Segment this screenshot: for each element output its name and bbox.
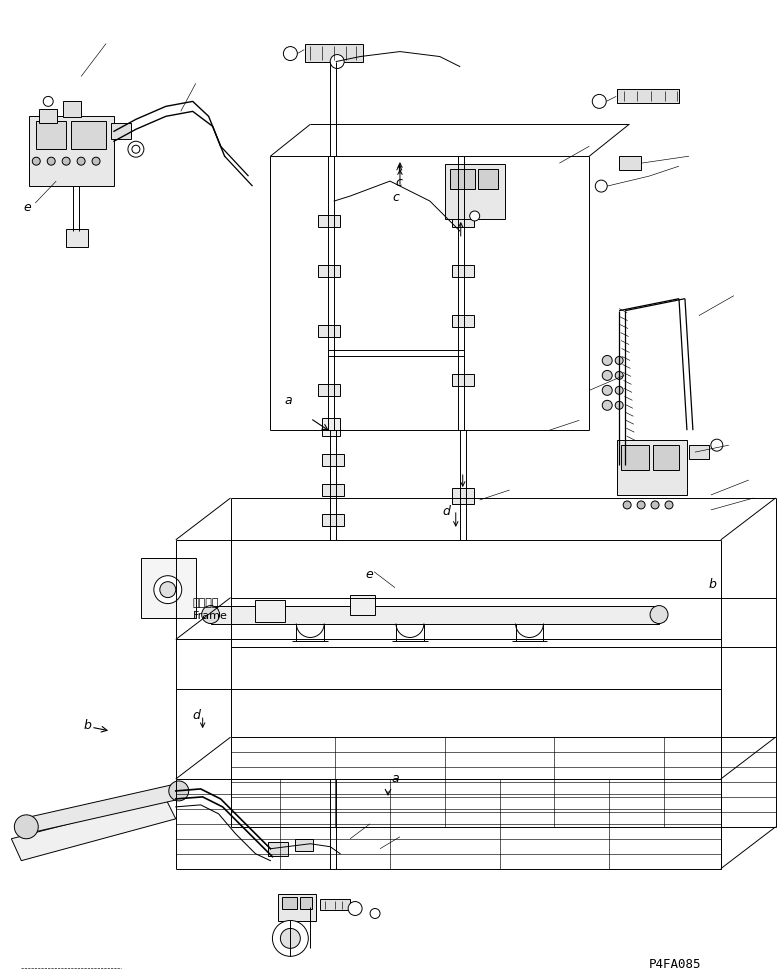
Circle shape xyxy=(595,180,607,192)
Bar xyxy=(452,488,473,504)
Text: P4FA085: P4FA085 xyxy=(649,958,701,971)
Text: d: d xyxy=(193,710,200,722)
Bar xyxy=(452,374,473,386)
Polygon shape xyxy=(12,799,176,860)
Bar xyxy=(450,170,475,189)
Text: a: a xyxy=(391,772,399,785)
Circle shape xyxy=(128,141,144,157)
Bar xyxy=(66,229,88,247)
Bar xyxy=(653,445,679,470)
Circle shape xyxy=(470,211,480,220)
Text: c: c xyxy=(395,165,402,189)
Circle shape xyxy=(615,402,623,410)
Bar xyxy=(617,440,687,495)
Circle shape xyxy=(370,908,380,918)
Bar xyxy=(619,156,641,171)
Circle shape xyxy=(615,357,623,365)
Bar xyxy=(322,418,340,436)
Bar xyxy=(300,897,312,908)
Bar xyxy=(452,315,473,326)
Circle shape xyxy=(615,371,623,379)
Text: a: a xyxy=(285,394,292,407)
Polygon shape xyxy=(211,606,659,623)
Bar xyxy=(321,899,350,910)
Bar xyxy=(452,265,473,276)
Bar xyxy=(452,215,473,227)
Circle shape xyxy=(92,157,100,166)
Circle shape xyxy=(62,157,70,166)
Circle shape xyxy=(711,439,723,451)
Circle shape xyxy=(14,814,38,839)
Circle shape xyxy=(48,157,55,166)
Bar xyxy=(477,170,498,189)
Polygon shape xyxy=(21,784,181,834)
Bar xyxy=(322,514,344,526)
Bar xyxy=(617,89,679,103)
Circle shape xyxy=(637,501,645,509)
Bar xyxy=(63,101,81,118)
Text: e: e xyxy=(365,567,373,581)
Text: d: d xyxy=(443,505,451,518)
Text: e: e xyxy=(23,201,31,214)
Circle shape xyxy=(202,606,220,623)
Circle shape xyxy=(77,157,85,166)
Bar xyxy=(322,484,344,496)
Bar xyxy=(350,595,375,614)
Text: フレーム: フレーム xyxy=(193,598,219,608)
Bar xyxy=(318,265,340,276)
Circle shape xyxy=(330,55,344,69)
Bar xyxy=(621,445,649,470)
Bar xyxy=(36,122,66,149)
Bar xyxy=(305,43,363,62)
Bar xyxy=(318,324,340,336)
Bar xyxy=(268,842,289,856)
Text: Frame: Frame xyxy=(193,611,228,620)
Bar xyxy=(39,110,57,123)
Bar xyxy=(30,117,114,186)
Circle shape xyxy=(665,501,673,509)
Circle shape xyxy=(168,781,189,801)
Bar xyxy=(278,894,316,921)
Circle shape xyxy=(283,47,297,61)
Circle shape xyxy=(615,386,623,394)
Circle shape xyxy=(43,96,53,107)
Circle shape xyxy=(623,501,631,509)
Bar xyxy=(318,215,340,227)
Bar xyxy=(296,839,314,851)
Circle shape xyxy=(348,902,362,915)
Text: b: b xyxy=(709,577,717,591)
Bar xyxy=(445,165,505,219)
Bar xyxy=(141,558,196,617)
Circle shape xyxy=(592,94,606,109)
Bar xyxy=(282,897,297,908)
Circle shape xyxy=(280,928,300,949)
Bar xyxy=(111,123,131,139)
Circle shape xyxy=(132,145,140,153)
Bar xyxy=(322,454,344,466)
Circle shape xyxy=(272,920,308,956)
Circle shape xyxy=(650,606,668,623)
Circle shape xyxy=(32,157,41,166)
Circle shape xyxy=(602,370,612,380)
Bar xyxy=(318,384,340,396)
Bar xyxy=(689,445,709,459)
Circle shape xyxy=(602,400,612,411)
Circle shape xyxy=(651,501,659,509)
Text: b: b xyxy=(83,719,91,732)
Circle shape xyxy=(160,582,176,598)
Text: c: c xyxy=(392,191,399,204)
Bar xyxy=(256,600,285,621)
Bar xyxy=(71,122,106,149)
Circle shape xyxy=(602,356,612,366)
Circle shape xyxy=(602,385,612,395)
Circle shape xyxy=(154,575,182,604)
